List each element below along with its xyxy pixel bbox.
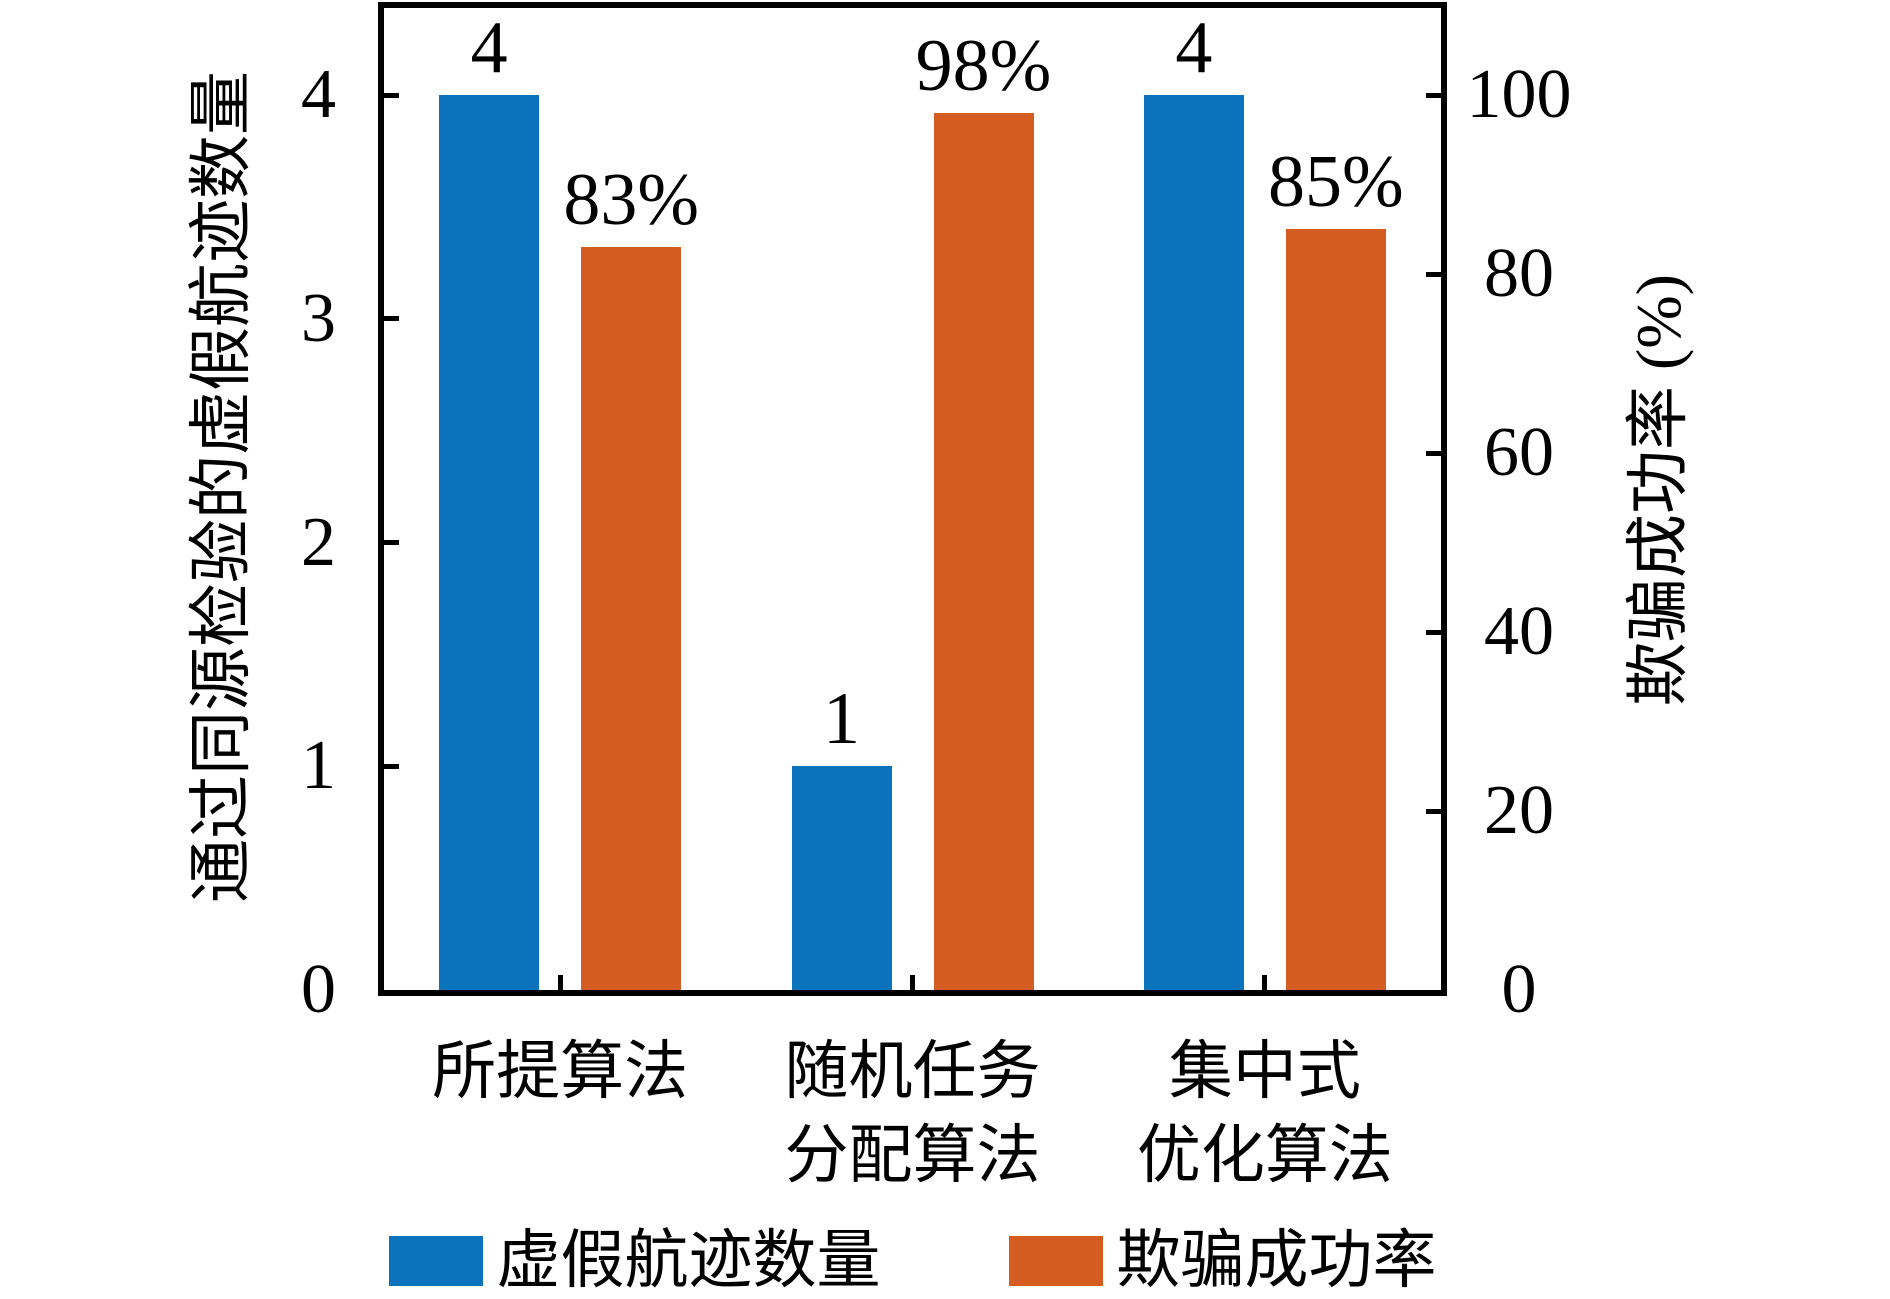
y-axis-right-tick	[1426, 450, 1441, 456]
y-axis-right-tick-label: 80	[1484, 235, 1554, 312]
legend-label-false-track-count: 虚假航迹数量	[496, 1225, 881, 1296]
x-axis-category-label: 所提算法	[432, 1036, 689, 1107]
bar-deception-success-rate	[1285, 229, 1386, 990]
x-axis-tick	[1262, 975, 1268, 990]
y-axis-left-tick-label: 4	[301, 56, 336, 133]
x-axis-tick	[910, 975, 915, 990]
y-axis-right-tick	[1426, 271, 1441, 277]
bar-false-track-count	[791, 766, 892, 990]
y-axis-right-tick	[1426, 629, 1441, 635]
bar-value-label-false-track-count: 1	[823, 678, 860, 761]
bar-value-label-deception-success-rate: 98%	[915, 24, 1052, 107]
bar-deception-success-rate	[581, 247, 682, 990]
y-axis-right-tick-label: 60	[1484, 414, 1554, 491]
x-axis-tick	[557, 975, 563, 990]
y-axis-left-tick	[384, 763, 399, 769]
bar-value-label-false-track-count: 4	[470, 7, 508, 89]
y-axis-left-tick-label: 3	[301, 279, 336, 357]
y-axis-left-tick-label: 2	[301, 503, 336, 581]
bar-value-label-deception-success-rate: 83%	[563, 159, 699, 242]
y-axis-right-tick	[1426, 92, 1441, 98]
legend-item-deception-success-rate: 欺骗成功率	[1008, 1225, 1437, 1297]
bar-false-track-count	[439, 95, 540, 990]
legend-swatch-deception-success-rate	[1008, 1236, 1103, 1286]
legend-label-deception-success-rate: 欺骗成功率	[1116, 1225, 1437, 1296]
legend-item-false-track-count: 虚假航迹数量	[388, 1225, 881, 1297]
y-axis-right-tick-label: 0	[1501, 951, 1537, 1028]
plot-border	[378, 2, 1447, 996]
y-axis-right-title: 欺骗成功率 (%)	[1623, 274, 1694, 706]
bar-deception-success-rate	[933, 112, 1034, 990]
y-axis-left-tick-label: 0	[301, 951, 336, 1028]
bar-false-track-count	[1143, 95, 1244, 990]
y-axis-left-tick-label: 1	[301, 727, 336, 805]
y-axis-right-tick-label: 40	[1484, 593, 1554, 670]
y-axis-right-tick-label: 20	[1484, 772, 1554, 849]
y-axis-left-tick	[384, 92, 399, 98]
legend-swatch-false-track-count	[388, 1236, 483, 1286]
legend: 虚假航迹数量 欺骗成功率	[378, 1225, 1447, 1297]
x-axis-category-label: 随机任务 分配算法	[784, 1036, 1041, 1191]
bar-value-label-false-track-count: 4	[1175, 7, 1213, 89]
y-axis-right-tick	[1426, 808, 1441, 814]
y-axis-right-tick-label: 100	[1466, 56, 1572, 133]
y-axis-left-tick	[384, 316, 399, 322]
y-axis-left-tick	[384, 540, 399, 545]
x-axis-category-label: 集中式 优化算法	[1136, 1036, 1393, 1191]
bar-value-label-deception-success-rate: 85%	[1268, 141, 1404, 224]
plot-area	[384, 8, 1441, 990]
